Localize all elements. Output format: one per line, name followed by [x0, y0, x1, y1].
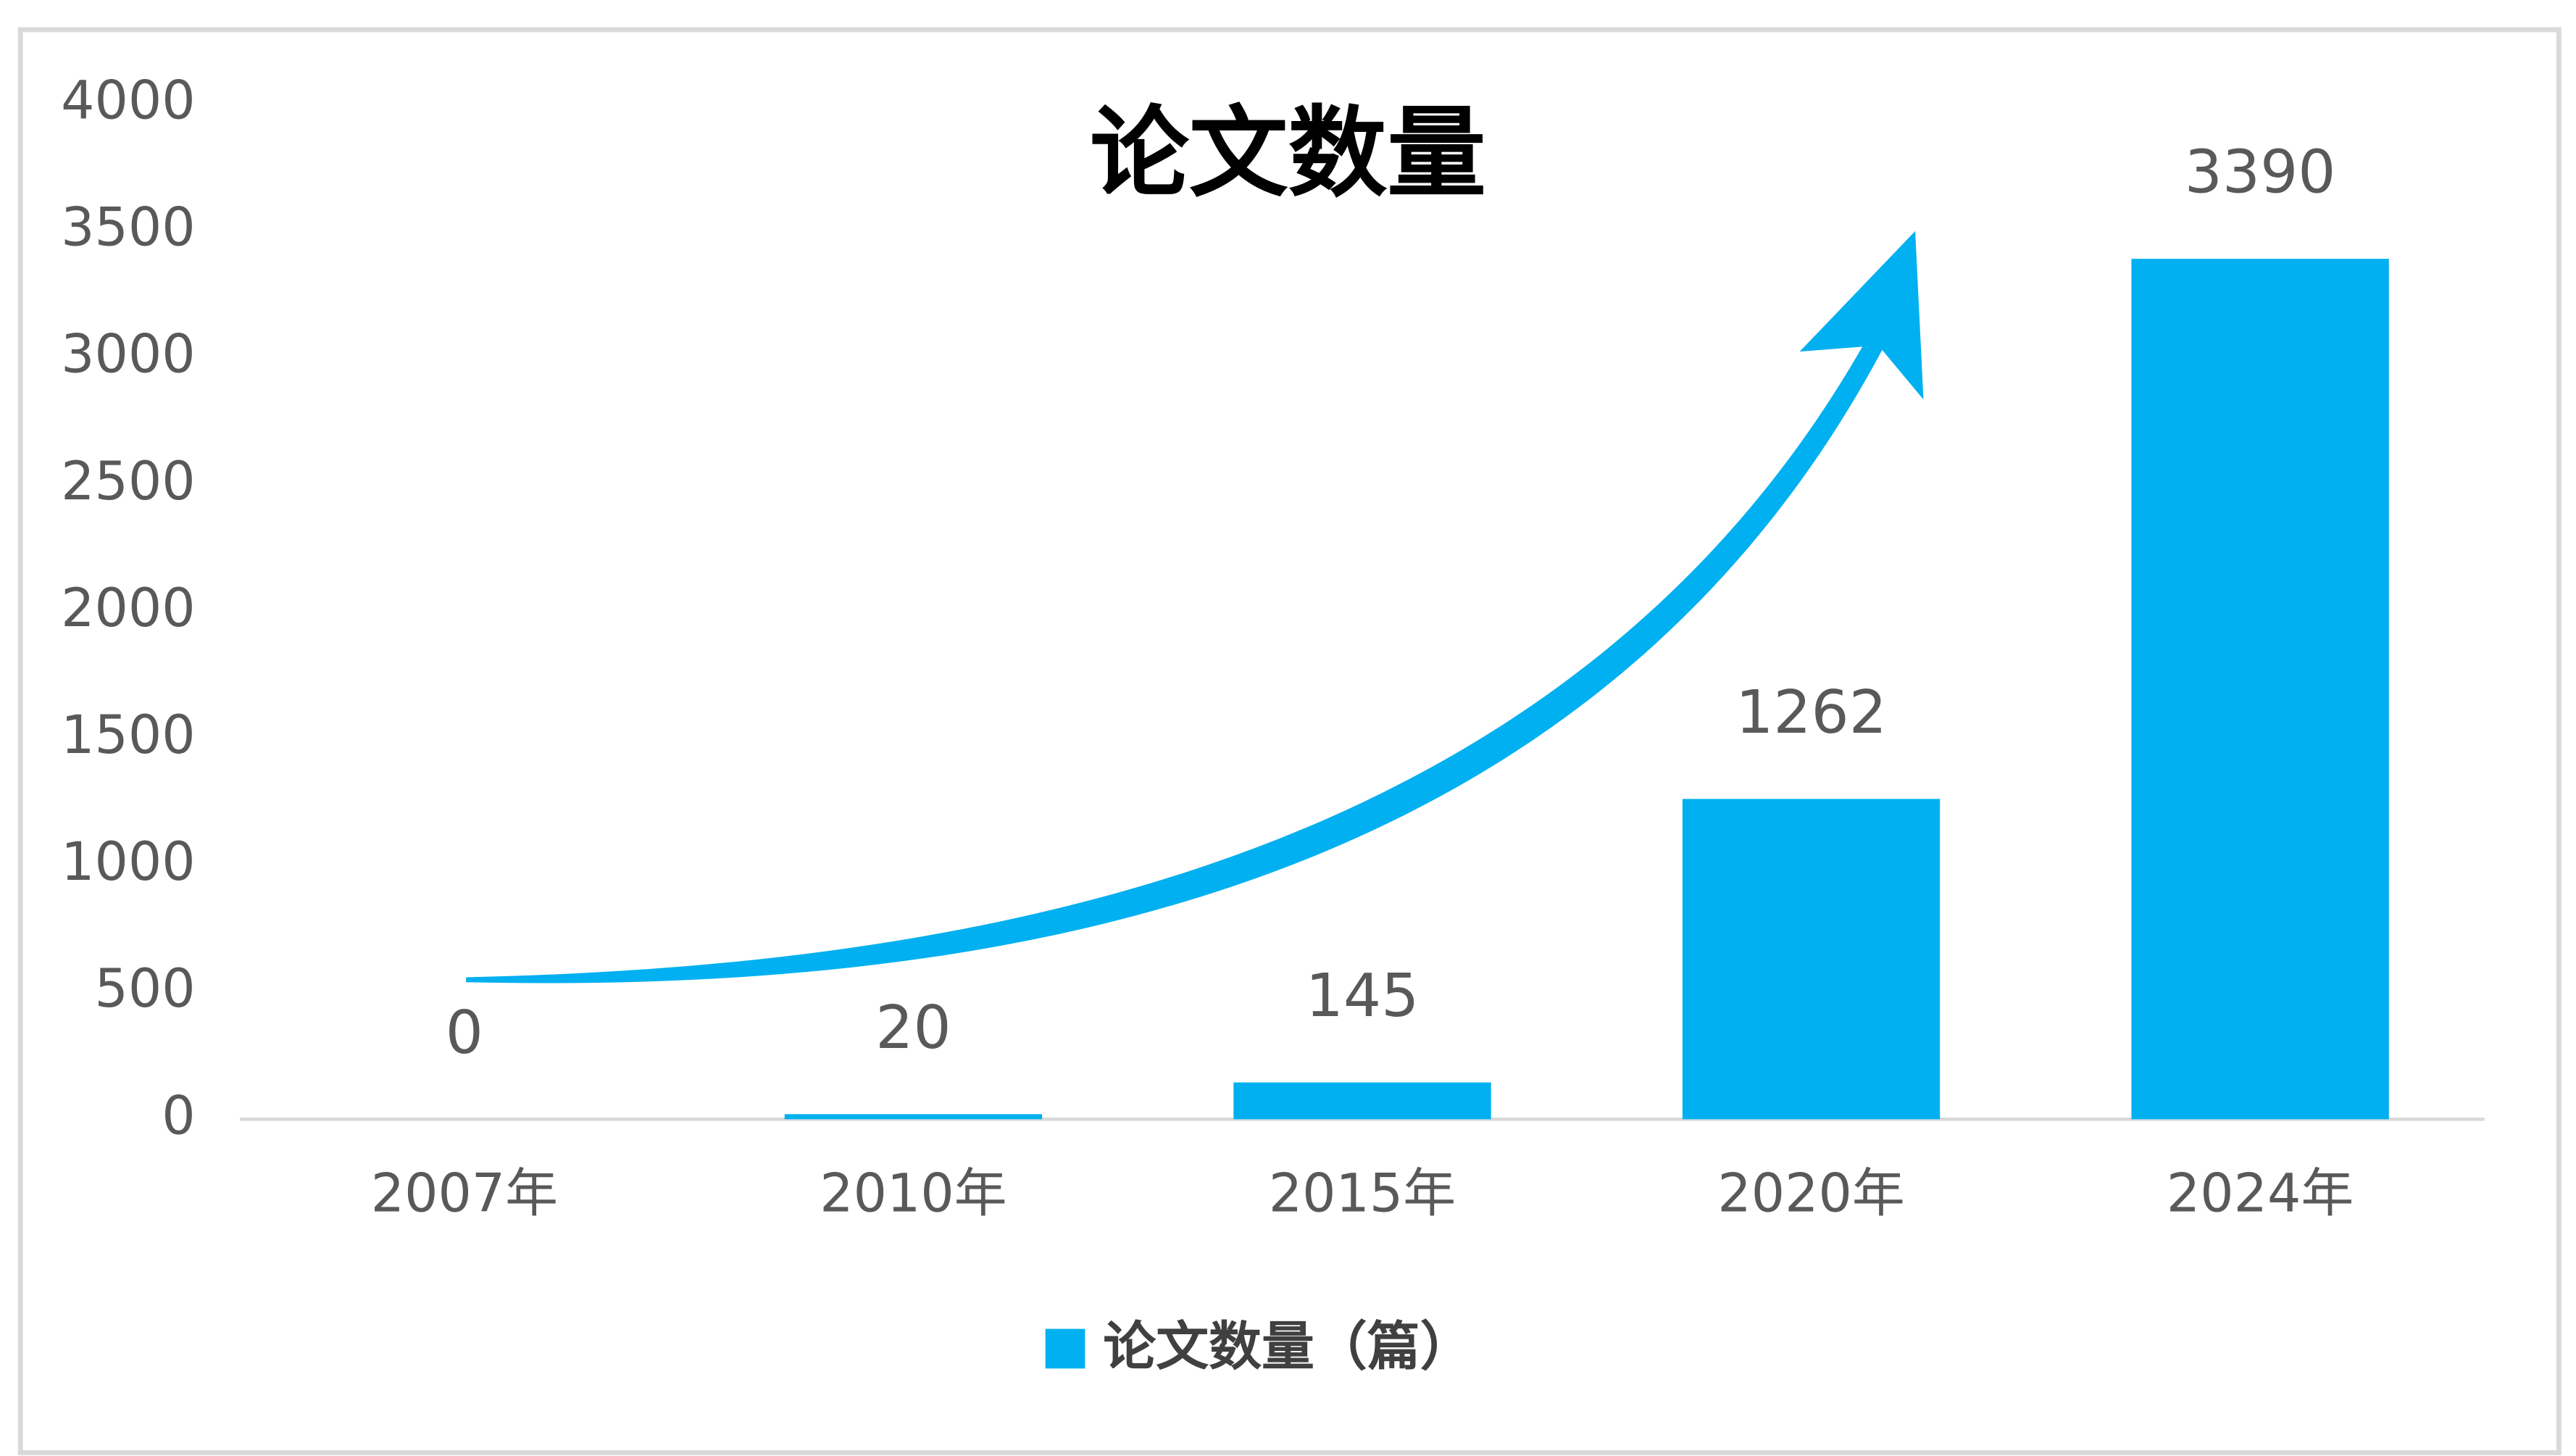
bar — [2131, 259, 2389, 1120]
bar — [1233, 1082, 1491, 1120]
y-tick-label: 0 — [162, 1085, 195, 1147]
x-tick-label: 2020年 — [1717, 1162, 1904, 1224]
y-tick-label: 3500 — [61, 197, 195, 259]
y-tick-label: 500 — [95, 958, 196, 1020]
chart-title: 论文数量 — [1090, 96, 1486, 212]
y-tick-label: 1000 — [61, 831, 195, 893]
legend-swatch — [1045, 1328, 1085, 1369]
y-tick-label: 2000 — [61, 578, 195, 639]
value-label: 20 — [875, 994, 951, 1062]
x-tick-label: 2010年 — [820, 1162, 1006, 1224]
x-tick-label: 2007年 — [371, 1162, 558, 1224]
y-tick-label: 4000 — [61, 70, 195, 132]
y-tick-label: 2500 — [61, 451, 195, 512]
value-label: 145 — [1306, 962, 1420, 1031]
value-label: 3390 — [2185, 138, 2336, 207]
y-tick-label: 1500 — [61, 704, 195, 766]
bar — [1682, 799, 1941, 1120]
y-tick-label: 3000 — [61, 324, 195, 386]
x-tick-label: 2024年 — [2167, 1162, 2354, 1224]
value-label: 1262 — [1735, 678, 1887, 747]
bar — [784, 1114, 1043, 1120]
x-tick-label: 2015年 — [1269, 1162, 1456, 1224]
value-label: 0 — [446, 999, 483, 1068]
legend-label: 论文数量（篇） — [1103, 1316, 1472, 1378]
